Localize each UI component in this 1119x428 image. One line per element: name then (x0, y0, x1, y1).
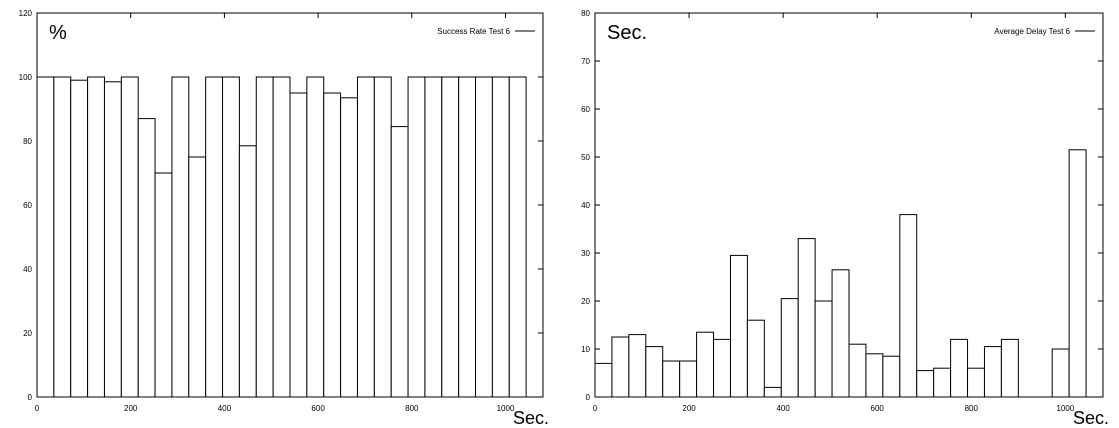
success-rate-bar (205, 76, 224, 398)
average-delay-bar (729, 254, 748, 398)
average-delay-bar (797, 238, 816, 398)
average-delay-bar (713, 338, 731, 398)
average-delay-bar (865, 353, 884, 398)
success-rate-bar (70, 79, 89, 398)
success-rate-y-tick-label: 40 (23, 265, 32, 274)
success-rate-bar (272, 76, 291, 398)
average-delay-y-tick-label: 50 (581, 153, 590, 162)
average-delay-bar (899, 214, 918, 398)
average-delay-bar (645, 346, 664, 398)
average-delay-y-tick-label: 10 (581, 345, 590, 354)
average-delay-x-tick-label: 1000 (1056, 404, 1074, 413)
success-rate-bar (53, 76, 72, 398)
average-delay-y-tick-label: 80 (581, 9, 590, 18)
success-rate-bar (171, 76, 190, 398)
success-rate-bar (390, 126, 409, 398)
average-delay-bar (967, 367, 985, 398)
success-rate-y-tick-label: 60 (23, 201, 32, 210)
success-rate-bar (36, 76, 55, 398)
average-delay-bar (746, 319, 765, 398)
success-rate-x-tick-label: 200 (124, 404, 138, 413)
success-rate-bar (289, 92, 308, 398)
success-rate-bar (373, 76, 392, 398)
success-rate-bar (188, 156, 207, 398)
average-delay-x-tick-label: 200 (682, 404, 696, 413)
success-rate-x-tick-label: 400 (218, 404, 232, 413)
success-rate-bar (323, 92, 342, 398)
average-delay-bar (933, 367, 952, 398)
success-rate-bar (491, 76, 510, 398)
success-rate-x-tick-label: 1000 (497, 404, 515, 413)
success-rate-y-tick-label: 20 (23, 329, 32, 338)
average-delay-y-tick-label: 70 (581, 57, 590, 66)
average-delay-bar (696, 331, 715, 398)
success-rate-bar (475, 76, 493, 398)
success-rate-bar (154, 172, 173, 398)
average-delay-bar (882, 355, 901, 398)
success-rate-bar (407, 76, 426, 398)
average-delay-bar (1000, 338, 1019, 398)
average-delay-unit-label: Sec. (607, 22, 647, 44)
success-rate-x-axis-label: Sec. (513, 408, 549, 428)
average-delay-bar (814, 300, 833, 398)
success-rate-bar (120, 76, 139, 398)
average-delay-bar (831, 269, 850, 398)
success-rate-bar (137, 118, 156, 398)
average-delay-bar (1051, 348, 1070, 398)
average-delay-bar (916, 370, 935, 398)
average-delay-y-tick-label: 60 (581, 105, 590, 114)
success-rate-bar (508, 76, 527, 398)
average-delay-bar (950, 338, 969, 398)
average-delay-bar (1068, 149, 1087, 398)
success-rate-bar (103, 81, 122, 398)
success-rate-bar (356, 76, 375, 398)
average-delay-bar (763, 386, 782, 398)
average-delay-x-tick-label: 800 (965, 404, 979, 413)
average-delay-x-tick-label: 0 (593, 404, 598, 413)
success-rate-bar (87, 76, 105, 398)
average-delay-bar (594, 362, 613, 398)
success-rate-bar (306, 76, 325, 398)
success-rate-x-tick-label: 800 (405, 404, 419, 413)
average-delay-y-tick-label: 40 (581, 201, 590, 210)
success-rate-bar (222, 76, 240, 398)
average-delay-y-tick-label: 0 (586, 393, 591, 402)
success-rate-bar (255, 76, 274, 398)
success-rate-bar (441, 76, 460, 398)
average-delay-bar (848, 343, 867, 398)
average-delay-legend-label: Average Delay Test 6 (994, 27, 1070, 36)
average-delay-x-tick-label: 400 (776, 404, 790, 413)
success-rate-bar (340, 97, 358, 398)
average-delay-y-tick-label: 30 (581, 249, 590, 258)
success-rate-unit-label: % (49, 22, 67, 44)
success-rate-bar (238, 145, 257, 398)
average-delay-bar (679, 360, 698, 398)
average-delay-x-tick-label: 600 (871, 404, 885, 413)
average-delay-bar (983, 346, 1002, 398)
success-rate-bar (424, 76, 443, 398)
success-rate-y-tick-label: 80 (23, 137, 32, 146)
success-rate-x-tick-label: 600 (311, 404, 325, 413)
success-rate-bar (458, 76, 477, 398)
average-delay-bar (628, 334, 647, 398)
success-rate-y-tick-label: 100 (19, 73, 33, 82)
success-rate-legend-label: Success Rate Test 6 (437, 27, 510, 36)
success-rate-y-tick-label: 120 (19, 9, 33, 18)
average-delay-bar (611, 336, 630, 398)
average-delay-y-tick-label: 20 (581, 297, 590, 306)
average-delay-bar (780, 298, 799, 398)
average-delay-x-axis-label: Sec. (1073, 408, 1109, 428)
success-rate-x-tick-label: 0 (35, 404, 40, 413)
average-delay-bar (662, 360, 681, 398)
success-rate-y-tick-label: 0 (28, 393, 33, 402)
